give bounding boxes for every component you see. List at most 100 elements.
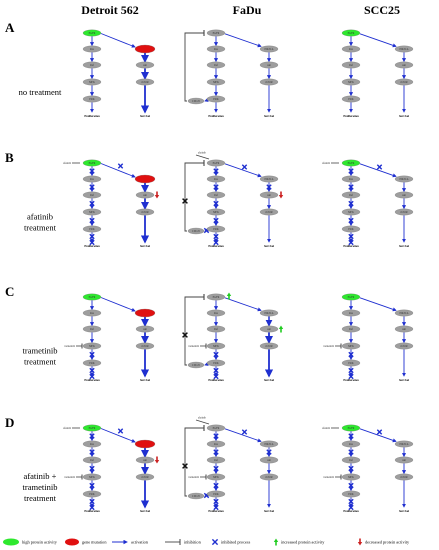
node-raf: Raf — [82, 325, 102, 333]
inhibited-process-x-icon — [89, 200, 95, 207]
inhibited-feedback-x-icon — [182, 198, 188, 204]
inhibited-process-x-icon — [348, 239, 354, 246]
inhibited-process-x-icon — [89, 498, 95, 505]
node-label-mtor: mTOR — [141, 81, 148, 84]
node-egfr: EGFR — [82, 293, 102, 301]
drug-label-trametinib: trametinib — [188, 345, 199, 348]
inhibited-process-x-icon — [348, 351, 354, 358]
inhibited-process-x-icon — [348, 217, 354, 224]
row-letter-a: A — [5, 20, 15, 35]
node-mtor: mTOR — [135, 78, 155, 86]
node-akt-lower: Akt — [135, 191, 155, 199]
node-mek: MEK — [206, 473, 226, 481]
diagram-rows: Ano treatmentBafatinibtreatmentCtrametin… — [5, 20, 414, 513]
node-mtor: mTOR — [259, 208, 279, 216]
node-label-mtor: mTOR — [265, 81, 272, 84]
activation-arrow-egfr-akt — [100, 428, 136, 443]
node-mtor: mTOR — [135, 473, 155, 481]
activation-arrow-egfr-pik3ca — [359, 297, 397, 312]
node-ras: Ras — [206, 309, 226, 317]
node-label-raf: Raf — [214, 459, 218, 462]
panel-d-1: EGFR Ras Raf MEK ERK Akt mTOR Proliferation Surv… — [63, 424, 160, 513]
output-proliferation: Proliferation — [84, 510, 100, 513]
node-label-mek: MEK — [89, 211, 95, 214]
node-akt: Akt — [259, 61, 279, 69]
node-label-egfr: EGFR — [213, 427, 220, 430]
node-raf: Raf — [206, 191, 226, 199]
node-mtor: mTOR — [394, 208, 414, 216]
node-label-erk: ERK — [348, 493, 353, 496]
node-label-mek: MEK — [89, 81, 95, 84]
node-label-mek: MEK — [89, 345, 95, 348]
node-erk: ERK — [341, 359, 361, 367]
node-akt — [134, 308, 156, 318]
node-erk: ERK — [82, 95, 102, 103]
node-erk: ERK — [341, 225, 361, 233]
node-label-raf: Raf — [214, 64, 218, 67]
node-label-ras: Ras — [214, 48, 218, 51]
inhibited-process-x-icon — [213, 233, 219, 240]
node-ras: Ras — [206, 440, 226, 448]
node-mtor: mTOR — [135, 342, 155, 350]
node-label-erk: ERK — [213, 493, 218, 496]
drug-label-trametinib: trametinib — [188, 476, 199, 479]
activation-arrow-egfr-pik3ca — [224, 428, 262, 443]
inhibition-line-cdc25-egfr — [184, 427, 204, 497]
output-survival: Survival — [264, 245, 274, 248]
node-label-erk: ERK — [213, 228, 218, 231]
inhibited-process-x-icon — [348, 200, 354, 207]
node-label-erk: ERK — [89, 362, 94, 365]
row-label-line: afatinib + — [24, 471, 57, 481]
node-raf: Raf — [82, 191, 102, 199]
output-proliferation: Proliferation — [343, 510, 359, 513]
node-akt-lower: Akt — [135, 325, 155, 333]
inhibition-line-cdc25-egfr — [184, 296, 204, 366]
node-cdc25: CDC25 — [187, 97, 205, 105]
node-pik3ca: PIK3CA — [259, 45, 279, 53]
afatinib-inhibition-line — [195, 154, 210, 160]
output-survival: Survival — [264, 379, 274, 382]
node-label-akt: Akt — [267, 328, 271, 331]
legend: high protein activity gene mutation activa… — [3, 538, 410, 546]
inhibited-process-x-icon — [213, 482, 219, 489]
inhibited-process-x-icon — [89, 373, 95, 380]
node-label-mek: MEK — [213, 476, 219, 479]
inhibited-process-x-icon — [241, 164, 248, 170]
node-akt: Akt — [394, 456, 414, 464]
panel-a-2: CDC25 EGFR Ras Raf MEK ERK PIK3CA Akt mTOR Prolif… — [184, 29, 279, 118]
node-label-raf: Raf — [90, 328, 94, 331]
row-label-line: trametinib — [23, 346, 58, 356]
output-survival: Survival — [140, 510, 150, 513]
node-mek: MEK — [82, 208, 102, 216]
node-label-erk: ERK — [89, 228, 94, 231]
legend-item-blue-x: inhibited process — [211, 538, 251, 546]
activation-arrow-egfr-pik3ca — [359, 428, 397, 443]
node-pik3ca: PIK3CA — [259, 309, 279, 317]
node-label-cdc25: CDC25 — [192, 100, 201, 103]
node-erk: ERK — [206, 490, 226, 498]
panel-b-1: EGFR Ras Raf MEK ERK Akt mTOR Proliferation Surv… — [63, 159, 160, 248]
node-label-mtor: mTOR — [265, 211, 272, 214]
node-label-mek: MEK — [348, 81, 354, 84]
inhibited-process-x-icon — [348, 504, 354, 511]
node-label-pik3ca: PIK3CA — [399, 48, 408, 51]
node-label-mtor: mTOR — [400, 476, 407, 479]
drug-label-trametinib: trametinib — [64, 476, 75, 479]
panel-c-2: CDC25 EGFR Ras Raf MEK ERK PIK3CA Akt mTOR Prolif… — [182, 292, 284, 382]
node-pik3ca: PIK3CA — [394, 175, 414, 183]
node-label-egfr: EGFR — [213, 296, 220, 299]
node-raf: Raf — [341, 191, 361, 199]
node-mek: MEK — [82, 473, 102, 481]
inhibited-process-x-icon — [241, 429, 248, 435]
node-egfr: EGFR — [206, 293, 226, 301]
activation-arrow-egfr-akt — [100, 163, 136, 178]
output-survival: Survival — [140, 245, 150, 248]
node-label-pik3ca: PIK3CA — [399, 312, 408, 315]
output-survival: Survival — [264, 115, 274, 118]
node-label-egfr: EGFR — [89, 427, 96, 430]
node-egfr: EGFR — [82, 29, 102, 37]
node-egfr: EGFR — [206, 159, 226, 167]
node-label-raf: Raf — [90, 64, 94, 67]
node-label-akt: Akt — [143, 459, 147, 462]
node-erk: ERK — [206, 225, 226, 233]
